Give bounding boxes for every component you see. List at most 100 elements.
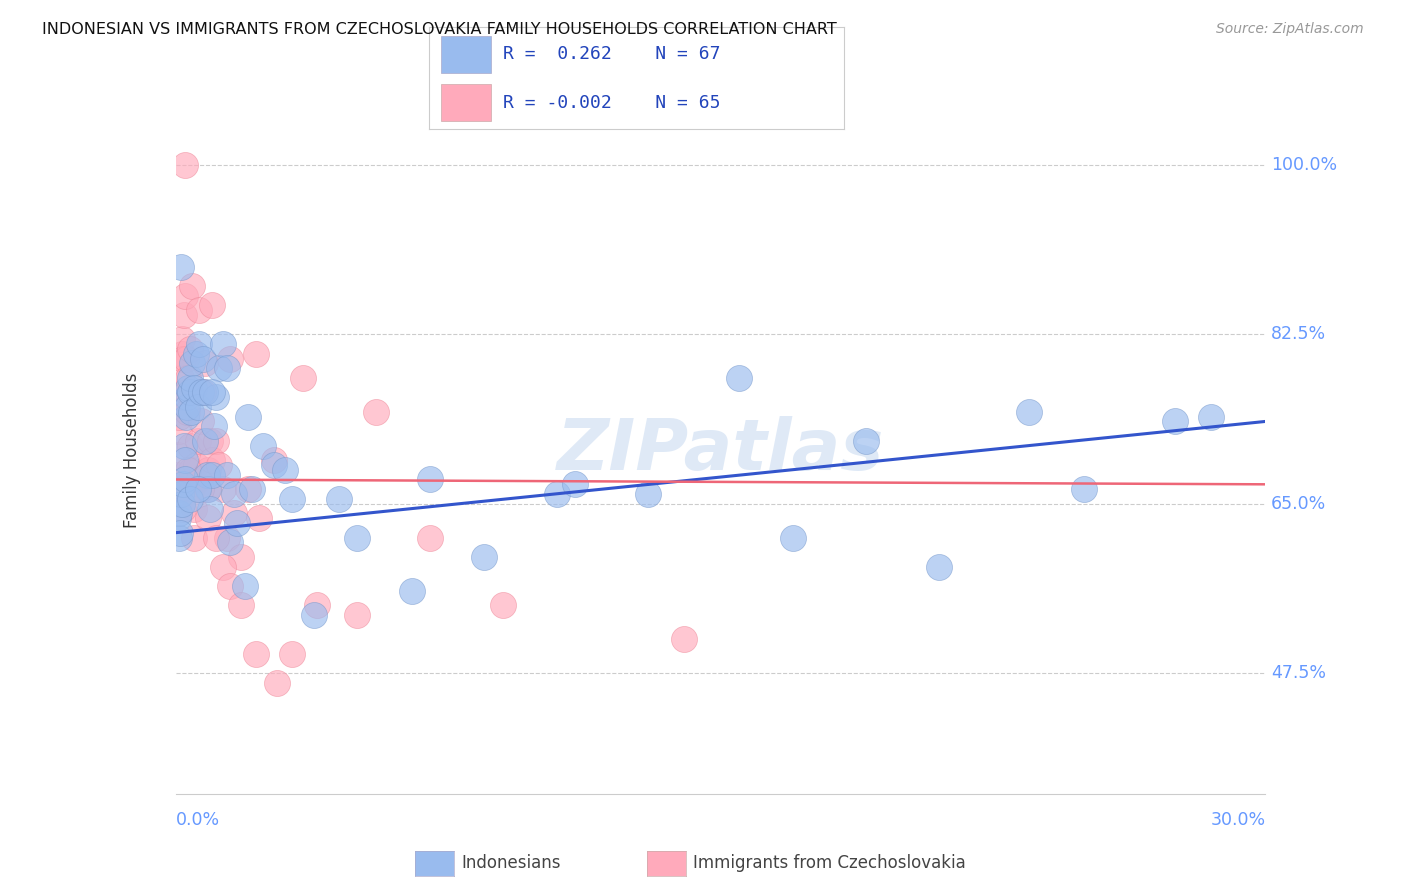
Point (401, 583, 423, 598)
Point (291, 371, 314, 385)
Point (194, 434, 217, 448)
Point (172, 497, 194, 511)
Point (197, 463, 219, 477)
Point (245, 647, 267, 661)
Point (208, 458, 231, 472)
Point (176, 385, 198, 400)
Point (180, 405, 202, 419)
Point (195, 482, 218, 496)
Point (231, 549, 253, 564)
Point (204, 531, 226, 545)
Text: 47.5%: 47.5% (1271, 664, 1326, 682)
Point (201, 453, 224, 467)
Point (167, 424, 190, 438)
Point (177, 463, 200, 477)
Point (188, 303, 211, 318)
Point (281, 491, 304, 506)
Point (195, 467, 218, 482)
Point (173, 288, 195, 302)
Point (166, 511, 188, 525)
Point (307, 599, 329, 613)
Point (179, 342, 201, 356)
Point (727, 371, 749, 385)
Point (274, 463, 297, 477)
Point (169, 390, 191, 404)
Point (546, 487, 568, 501)
Point (194, 385, 217, 400)
Point (184, 347, 207, 361)
Point (263, 458, 285, 472)
Point (564, 477, 586, 491)
Point (419, 531, 441, 545)
Text: INDONESIAN VS IMMIGRANTS FROM CZECHOSLOVAKIA FAMILY HOUSEHOLDS CORRELATION CHART: INDONESIAN VS IMMIGRANTS FROM CZECHOSLOV… (42, 22, 837, 37)
Point (190, 482, 212, 496)
Point (231, 599, 253, 613)
Point (177, 381, 200, 395)
Point (364, 405, 387, 419)
Point (474, 549, 496, 564)
Point (208, 361, 231, 376)
Point (215, 361, 238, 376)
Point (180, 463, 202, 477)
Point (174, 351, 197, 366)
Point (170, 371, 193, 385)
Point (1073, 482, 1095, 496)
Point (782, 531, 804, 545)
Bar (441, 84, 491, 121)
Point (179, 439, 201, 453)
Point (167, 448, 190, 462)
Point (173, 308, 195, 322)
Point (419, 473, 441, 487)
Point (215, 531, 238, 545)
Point (173, 439, 195, 453)
Point (181, 356, 204, 370)
Text: Source: ZipAtlas.com: Source: ZipAtlas.com (1216, 22, 1364, 37)
Point (188, 473, 211, 487)
Point (202, 419, 225, 434)
Point (176, 405, 198, 419)
Text: ZIPatlas: ZIPatlas (557, 416, 884, 485)
Text: 82.5%: 82.5% (1271, 326, 1326, 343)
Point (346, 531, 368, 545)
Point (637, 487, 659, 501)
Point (179, 371, 201, 385)
Point (174, 409, 197, 424)
Point (247, 511, 270, 525)
Point (215, 467, 238, 482)
Point (183, 531, 205, 545)
Point (191, 385, 214, 400)
Bar (441, 36, 491, 73)
Point (1199, 409, 1222, 424)
Text: Indonesians: Indonesians (461, 855, 561, 872)
Point (492, 599, 515, 613)
Point (169, 482, 191, 496)
Point (238, 409, 260, 424)
Point (191, 351, 214, 366)
Point (176, 390, 198, 404)
Point (197, 482, 219, 496)
Point (173, 453, 195, 467)
Point (170, 260, 193, 274)
Point (194, 356, 217, 370)
Point (169, 506, 191, 520)
Point (181, 279, 204, 293)
Point (166, 467, 188, 482)
Point (197, 511, 219, 525)
Point (212, 559, 235, 574)
Point (170, 347, 193, 361)
Point (173, 473, 195, 487)
Text: Family Households: Family Households (124, 373, 141, 528)
Point (281, 647, 304, 661)
Point (238, 482, 260, 496)
Point (190, 414, 212, 428)
Point (328, 491, 350, 506)
Point (186, 434, 209, 448)
Point (177, 371, 200, 385)
Point (673, 632, 696, 646)
Point (176, 400, 198, 414)
Point (179, 491, 201, 506)
Point (184, 458, 207, 472)
Point (172, 351, 194, 366)
Point (233, 579, 256, 593)
Point (201, 467, 224, 482)
